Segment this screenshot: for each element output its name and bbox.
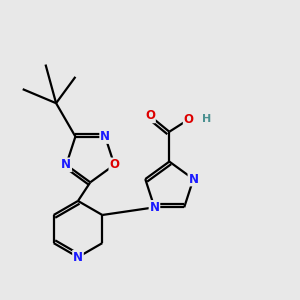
- Text: O: O: [184, 113, 194, 126]
- Text: N: N: [73, 250, 83, 264]
- Text: O: O: [145, 110, 155, 122]
- Text: H: H: [202, 114, 211, 124]
- Text: O: O: [109, 158, 119, 171]
- Text: N: N: [149, 201, 160, 214]
- Text: N: N: [188, 172, 198, 186]
- Text: N: N: [100, 130, 110, 143]
- Text: N: N: [61, 158, 71, 171]
